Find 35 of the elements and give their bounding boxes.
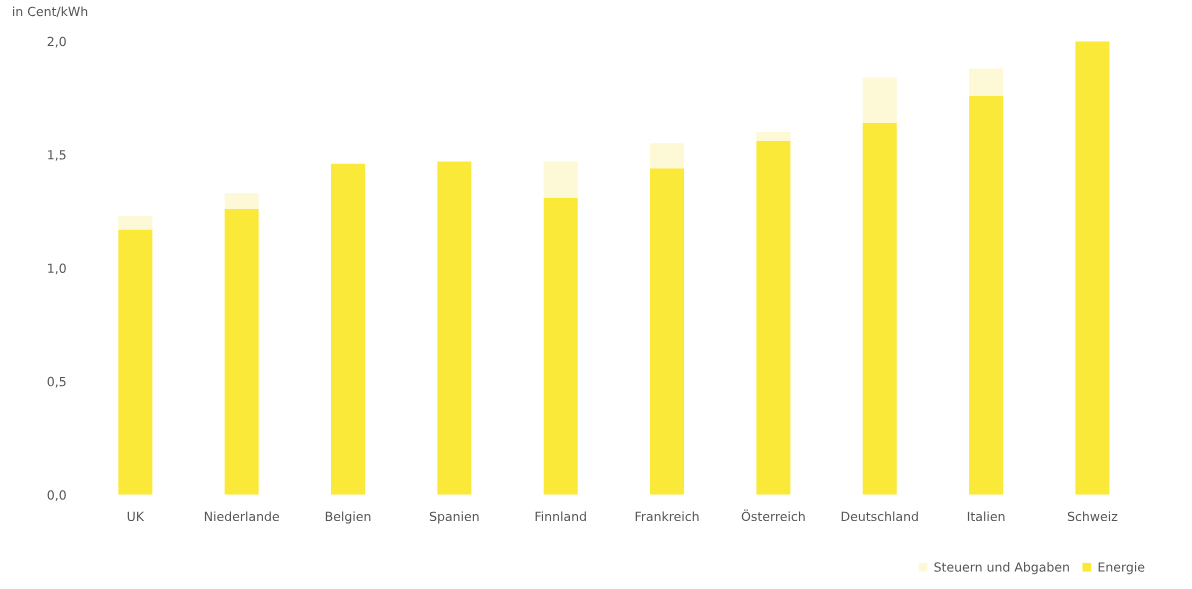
bar xyxy=(331,163,366,495)
legend-label: Energie xyxy=(1098,562,1145,575)
bar xyxy=(862,77,897,123)
bar xyxy=(862,122,897,495)
y-tick-label: 0,5 xyxy=(47,376,66,388)
bar xyxy=(437,161,472,495)
bar xyxy=(1075,41,1110,495)
y-tick-label: 1,5 xyxy=(48,150,66,161)
bar xyxy=(118,215,153,230)
bar xyxy=(650,168,685,495)
legend-label: Steuern und Abgaben xyxy=(934,562,1069,575)
y-axis-title: in Cent/kWh xyxy=(13,6,88,18)
bar xyxy=(543,197,578,495)
bar xyxy=(969,95,1004,495)
x-tick-label: Frankreich xyxy=(635,511,699,522)
x-tick-label: Schweiz xyxy=(1067,511,1118,522)
bar xyxy=(756,141,791,495)
bar xyxy=(650,143,685,169)
x-tick-label: Österreich xyxy=(741,509,805,522)
x-tick-label: Deutschland xyxy=(841,511,918,522)
bar xyxy=(224,193,259,210)
bar xyxy=(969,68,1004,96)
y-tick-label: 1,0 xyxy=(48,263,66,275)
x-tick-label: UK xyxy=(127,511,145,522)
y-tick-label: 0,0 xyxy=(47,490,66,501)
x-tick-label: Finnland xyxy=(535,511,586,522)
bar xyxy=(118,229,153,495)
x-tick-label: Niederlande xyxy=(204,511,279,522)
x-tick-label: Belgien xyxy=(325,511,371,524)
x-tick-label: Italien xyxy=(967,511,1005,522)
bar xyxy=(224,209,259,495)
x-tick-label: Spanien xyxy=(429,511,479,524)
bar xyxy=(756,131,791,142)
y-tick-label: 2,0 xyxy=(47,36,66,48)
bar xyxy=(543,161,578,198)
